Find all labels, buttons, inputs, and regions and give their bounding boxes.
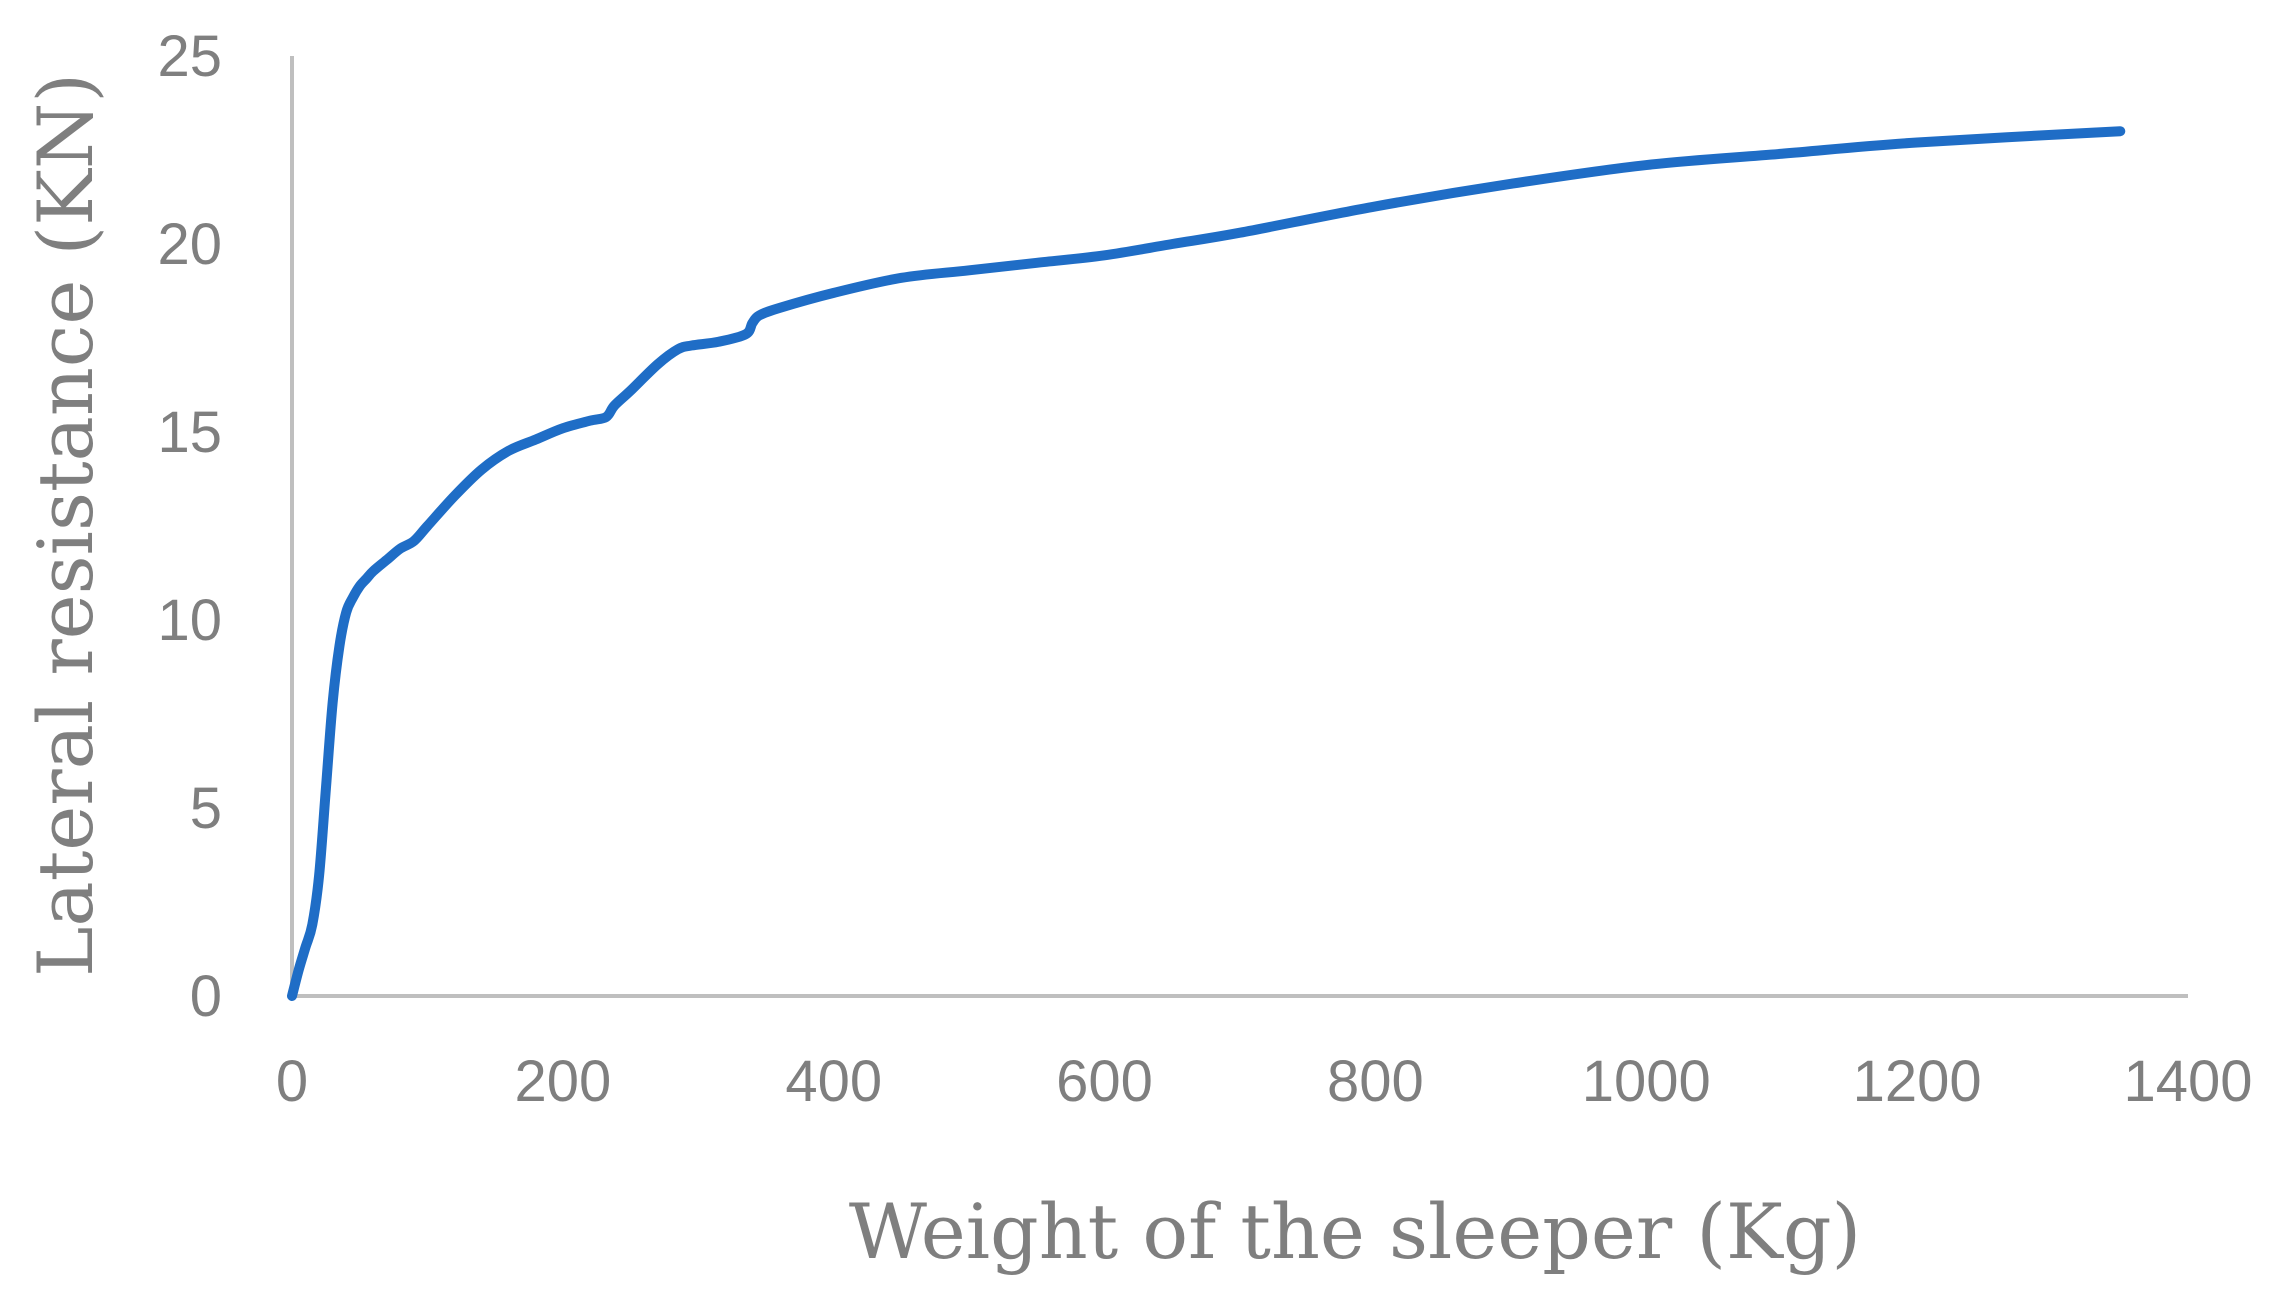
- y-tick-label: 25: [157, 24, 222, 89]
- x-tick-label: 0: [276, 1049, 308, 1114]
- x-axis-title: Weight of the sleeper (Kg): [849, 1187, 1861, 1276]
- y-axis-title: Lateral resistance (KN): [21, 73, 110, 977]
- y-axis-tick-labels: 0 5 10 15 20 25: [157, 24, 222, 1029]
- x-tick-label: 1400: [2123, 1049, 2252, 1114]
- y-tick-label: 20: [157, 212, 222, 277]
- x-tick-label: 800: [1327, 1049, 1424, 1114]
- x-tick-label: 200: [514, 1049, 611, 1114]
- x-axis-tick-labels: 0 200 400 600 800 1000 1200 1400: [276, 1049, 2253, 1114]
- y-tick-label: 15: [157, 400, 222, 465]
- y-tick-label: 10: [157, 588, 222, 653]
- series-line: [287, 126, 2126, 1001]
- x-tick-label: 600: [1056, 1049, 1153, 1114]
- x-tick-label: 400: [785, 1049, 882, 1114]
- y-tick-label: 5: [190, 776, 222, 841]
- y-tick-label: 0: [190, 964, 222, 1029]
- series-layer: [287, 126, 2126, 1001]
- x-tick-label: 1000: [1582, 1049, 1711, 1114]
- x-tick-label: 1200: [1853, 1049, 1982, 1114]
